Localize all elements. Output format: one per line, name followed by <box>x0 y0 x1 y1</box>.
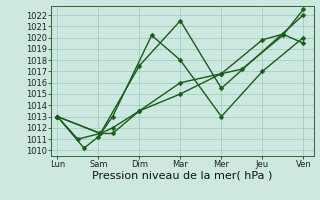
X-axis label: Pression niveau de la mer( hPa ): Pression niveau de la mer( hPa ) <box>92 171 273 181</box>
